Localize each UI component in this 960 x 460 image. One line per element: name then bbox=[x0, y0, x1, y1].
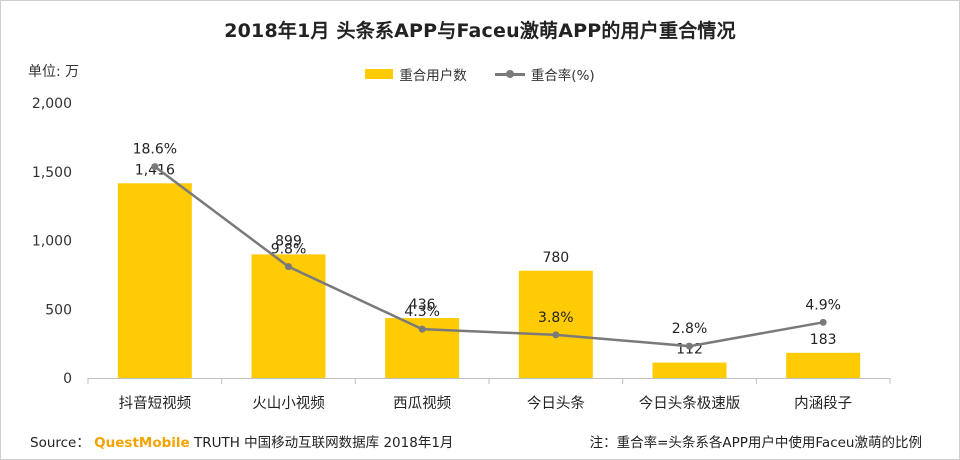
legend-line-swatch bbox=[494, 69, 525, 79]
unit-label: 单位: 万 bbox=[28, 64, 80, 80]
footnote: 注：重合率=头条系各APP用户中使用Faceu激萌的比例 bbox=[589, 435, 922, 451]
bar bbox=[117, 183, 192, 378]
rate-line bbox=[154, 165, 824, 348]
bar bbox=[652, 362, 727, 378]
x-category-label: 内涵段子 bbox=[794, 395, 852, 412]
y-tick-label: 0 bbox=[63, 371, 72, 387]
x-category-label: 今日头条 bbox=[527, 395, 585, 412]
rate-point bbox=[552, 331, 560, 339]
source-rest: TRUTH 中国移动互联网数据库 2018年1月 bbox=[193, 435, 454, 451]
legend-line-label: 重合率(%) bbox=[530, 68, 595, 84]
bar-value-label: 780 bbox=[542, 250, 569, 266]
legend-bar-swatch bbox=[365, 69, 394, 79]
source-prefix: Source： bbox=[30, 435, 90, 451]
bar-value-label: 436 bbox=[409, 297, 436, 313]
legend-bar-label: 重合用户数 bbox=[399, 68, 467, 84]
rate-point bbox=[418, 325, 426, 333]
rate-point bbox=[285, 263, 292, 271]
chart-title: 2018年1月 头条系APP与Faceu激萌APP的用户重合情况 bbox=[224, 20, 736, 42]
y-tick-label: 1,500 bbox=[32, 165, 72, 181]
bar bbox=[518, 270, 593, 378]
rate-label: 3.8% bbox=[538, 310, 574, 326]
rate-label: 2.8% bbox=[672, 321, 708, 337]
x-category-label: 西瓜视频 bbox=[393, 395, 451, 412]
y-tick-label: 500 bbox=[45, 302, 72, 318]
legend-item-line: 重合率(%) bbox=[494, 64, 595, 84]
bar-value-label: 183 bbox=[810, 332, 837, 348]
legend: 重合用户数 重合率(%) bbox=[0, 64, 960, 84]
bar bbox=[786, 352, 861, 378]
y-tick-label: 1,000 bbox=[32, 234, 72, 250]
rate-point bbox=[686, 342, 693, 350]
bar-value-label: 899 bbox=[275, 233, 302, 249]
rate-label: 4.9% bbox=[805, 297, 841, 313]
x-category-label: 抖音短视频 bbox=[119, 395, 192, 412]
rate-point bbox=[819, 318, 827, 326]
rate-point bbox=[151, 163, 159, 171]
x-category-label: 火山小视频 bbox=[252, 395, 325, 412]
rate-label: 4.3% bbox=[404, 304, 440, 320]
rate-label: 9.8% bbox=[271, 242, 307, 258]
source-line: Source： QuestMobile TRUTH 中国移动互联网数据库 201… bbox=[30, 431, 453, 451]
brand-logo-text: QuestMobile bbox=[94, 435, 190, 451]
y-tick-label: 2,000 bbox=[32, 96, 72, 112]
x-category-label: 今日头条极速版 bbox=[639, 395, 741, 412]
bar bbox=[251, 254, 326, 378]
rate-label: 18.6% bbox=[133, 142, 177, 158]
legend-item-bar: 重合用户数 bbox=[365, 64, 467, 84]
